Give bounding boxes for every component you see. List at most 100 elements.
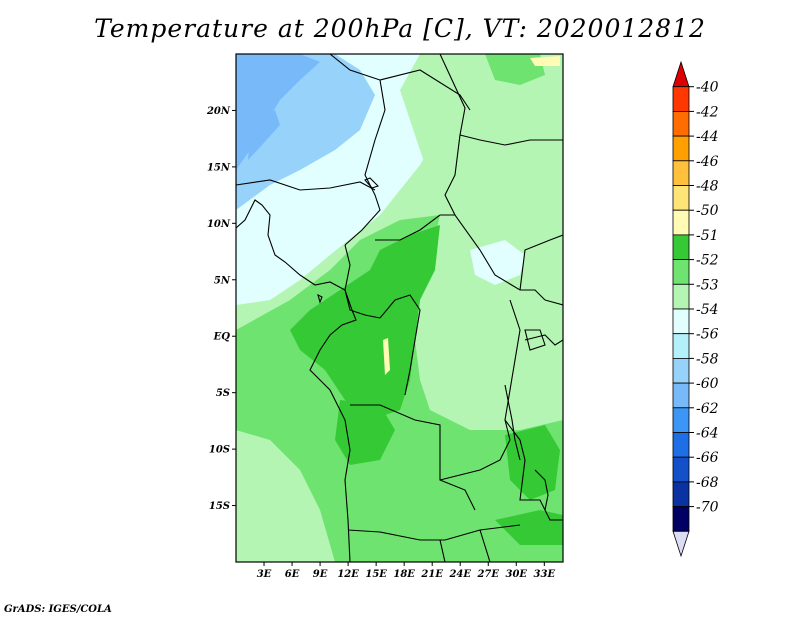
border-zambia <box>439 439 511 481</box>
colorbar-swatch <box>672 456 690 483</box>
lake-tanganyika <box>504 384 521 461</box>
lon-tick-label: 12E <box>337 569 359 580</box>
border-drc-east <box>504 299 521 441</box>
field-mid-green-ne <box>485 54 545 85</box>
border-tanzania <box>544 299 563 306</box>
colorbar-swatch <box>672 135 690 162</box>
border-angola <box>350 404 476 511</box>
colorbar-label: -62 <box>696 401 719 417</box>
border-east-1 <box>519 234 563 291</box>
lon-tick-label: 30E <box>506 569 528 580</box>
lat-tick-label: 15S <box>209 501 230 512</box>
lake-nw <box>364 177 380 189</box>
coastline-west-africa <box>236 199 357 562</box>
colorbar-label: -56 <box>696 327 719 343</box>
border-south-1 <box>439 539 446 562</box>
colorbar-label: -60 <box>696 376 719 392</box>
colorbar-label: -52 <box>696 253 719 269</box>
field-blue-streak <box>236 54 320 170</box>
colorbar-label: -51 <box>696 228 719 244</box>
colorbar-label: -66 <box>696 450 719 466</box>
lon-tick-label: 27E <box>476 569 499 580</box>
border-north-1 <box>329 54 386 246</box>
lat-tick-label: 15N <box>207 162 231 173</box>
map-frame <box>235 53 564 563</box>
field-green-north <box>400 54 563 190</box>
colorbar-label: -54 <box>696 302 719 318</box>
colorbar-swatch <box>672 308 690 335</box>
border-angola-south <box>347 524 521 541</box>
country-borders <box>236 54 563 562</box>
lon-tick-label: 15E <box>365 569 387 580</box>
colorbar-label: -46 <box>696 154 719 170</box>
colorbar-swatch <box>672 506 690 532</box>
border-cameroon <box>344 244 381 319</box>
field-pale-yellow-central <box>383 338 390 375</box>
lon-tick-label: 18E <box>393 569 415 580</box>
lon-tick-label: 21E <box>420 569 443 580</box>
field-dark-green-congo <box>290 225 440 420</box>
field-light-green-southwest <box>236 430 335 562</box>
border-east-2 <box>524 334 563 346</box>
colorbar-label: -42 <box>696 104 719 120</box>
border-north-2 <box>379 69 471 111</box>
lon-tick-label: 24E <box>448 569 471 580</box>
field-dark-green-se2 <box>495 510 563 545</box>
colorbar-swatch <box>672 185 690 211</box>
colorbar-swatch <box>672 209 690 236</box>
field-dark-green-se <box>505 425 560 500</box>
border-car <box>375 214 546 301</box>
colorbar-swatch <box>672 60 690 88</box>
colorbar-under-triangle <box>672 530 690 558</box>
colorbar-swatch <box>672 283 690 310</box>
lon-tick-label: 3E <box>257 569 272 580</box>
lat-tick-label: 10N <box>207 219 231 230</box>
lat-tick-label: EQ <box>213 332 231 343</box>
colorbar-label: -44 <box>696 129 719 145</box>
field-blue-streak-2 <box>248 110 280 160</box>
colorbar-label: -70 <box>696 500 719 516</box>
border-sahel <box>236 179 376 191</box>
longitude-axis: 3E 6E 9E 12E 15E 18E 21E 24E 27E 30E 33E <box>257 562 556 580</box>
colorbar: -40 -42 -44 -46 -48 -50 -51 -52 -53 -54 -56 -58 -60 -… <box>672 60 719 558</box>
colorbar-swatch <box>672 259 690 285</box>
field-pale-yellow-ne <box>530 56 560 66</box>
plot-title: Temperature at 200hPa [C], VT: 202001281… <box>94 14 706 43</box>
colorbar-label: -68 <box>696 475 719 491</box>
lake-malawi <box>534 469 549 511</box>
latitude-axis: 20N 15N 10N 5N EQ 5S 10S 15S <box>206 106 236 512</box>
border-mozambique <box>504 419 563 521</box>
colorbar-swatch <box>672 234 690 260</box>
lat-tick-label: 10S <box>209 445 230 456</box>
colorbar-swatch <box>672 481 690 507</box>
border-chad-sudan <box>459 134 563 146</box>
colorbar-swatch <box>672 432 690 458</box>
lat-tick-label: 5S <box>216 388 230 399</box>
colorbar-swatch <box>672 407 690 433</box>
lon-tick-label: 33E <box>534 569 556 580</box>
colorbar-label: -40 <box>696 80 719 96</box>
colorbar-swatch <box>672 357 690 384</box>
colorbar-swatch <box>672 111 690 137</box>
grads-credit: GrADS: IGES/COLA <box>4 604 112 615</box>
lake-victoria <box>524 329 546 351</box>
lon-tick-label: 6E <box>285 569 300 580</box>
border-south-2 <box>479 529 491 562</box>
temperature-field <box>236 54 563 562</box>
colorbar-label: -50 <box>696 203 719 219</box>
lat-tick-label: 20N <box>206 106 231 117</box>
border-libya-chad <box>439 54 466 216</box>
colorbar-label: -53 <box>696 277 719 293</box>
border-congo <box>379 294 421 396</box>
colorbar-label: -48 <box>696 179 719 195</box>
colorbar-swatch <box>672 382 690 409</box>
island-bioko <box>317 293 323 304</box>
colorbar-label: -58 <box>696 351 719 367</box>
colorbar-swatch <box>672 160 690 186</box>
lat-tick-label: 5N <box>214 275 231 286</box>
colorbar-swatch <box>672 333 690 359</box>
colorbar-label: -64 <box>696 426 719 442</box>
lon-tick-label: 9E <box>313 569 328 580</box>
field-light-cyan-east <box>470 240 525 285</box>
